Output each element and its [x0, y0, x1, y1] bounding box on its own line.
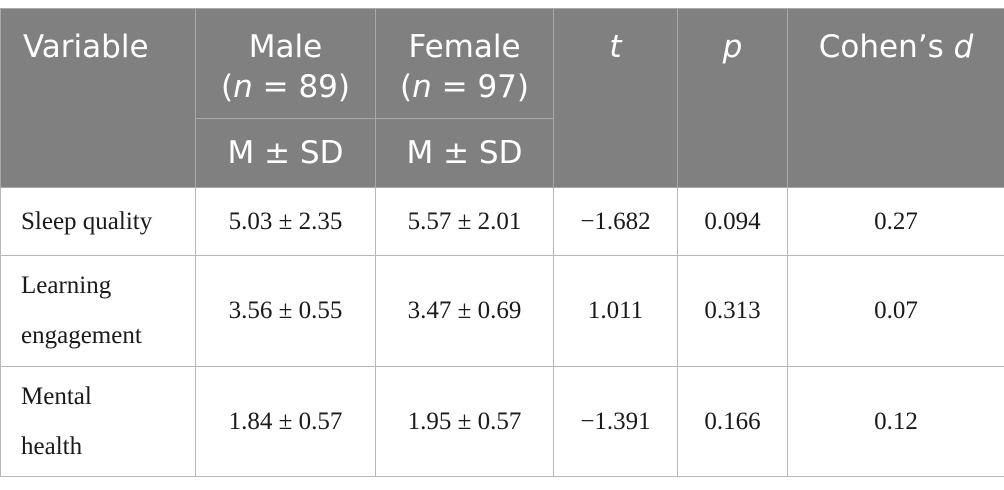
row-variable: Learning engagement	[0, 255, 196, 367]
row-d: 0.12	[787, 366, 1004, 477]
subheader-row: M ± SD M ± SD	[1, 118, 1004, 188]
row-t: −1.391	[553, 366, 678, 477]
header-row: Variable Male (n = 89) Female (n = 97) t p…	[0, 8, 1004, 188]
row-t: −1.682	[553, 187, 678, 256]
header-male: Male (n = 89)	[195, 8, 376, 119]
row-p: 0.094	[677, 187, 788, 256]
header-t: t	[553, 8, 678, 188]
row-male: 1.84 ± 0.57	[195, 366, 376, 477]
row-female: 3.47 ± 0.69	[375, 255, 554, 367]
row-variable: Mental health	[0, 366, 196, 477]
row-male: 5.03 ± 2.35	[195, 187, 376, 256]
row-p: 0.313	[677, 255, 788, 367]
row-d: 0.07	[787, 255, 1004, 367]
row-female: 5.57 ± 2.01	[375, 187, 554, 256]
row-d: 0.27	[787, 187, 1004, 256]
subheader-female: M ± SD	[375, 118, 554, 188]
header-female: Female (n = 97)	[375, 8, 554, 119]
row-variable: Sleep quality	[0, 187, 196, 256]
row-p: 0.166	[677, 366, 788, 477]
row-male: 3.56 ± 0.55	[195, 255, 376, 367]
header-variable: Variable	[0, 8, 196, 188]
row-t: 1.011	[553, 255, 678, 367]
table-row: Learning engagement 3.56 ± 0.55 3.47 ± 0.…	[0, 255, 1004, 367]
table-row: Sleep quality 5.03 ± 2.35 5.57 ± 2.01 −1…	[0, 187, 1004, 256]
comparison-table: Variable Male (n = 89) Female (n = 97) t p…	[0, 8, 1004, 477]
header-p: p	[677, 8, 788, 188]
header-cohens-d: Cohen’s d	[787, 8, 1004, 188]
table-row: Mental health 1.84 ± 0.57 1.95 ± 0.57 −1.…	[0, 366, 1004, 477]
row-female: 1.95 ± 0.57	[375, 366, 554, 477]
subheader-male: M ± SD	[195, 118, 376, 188]
